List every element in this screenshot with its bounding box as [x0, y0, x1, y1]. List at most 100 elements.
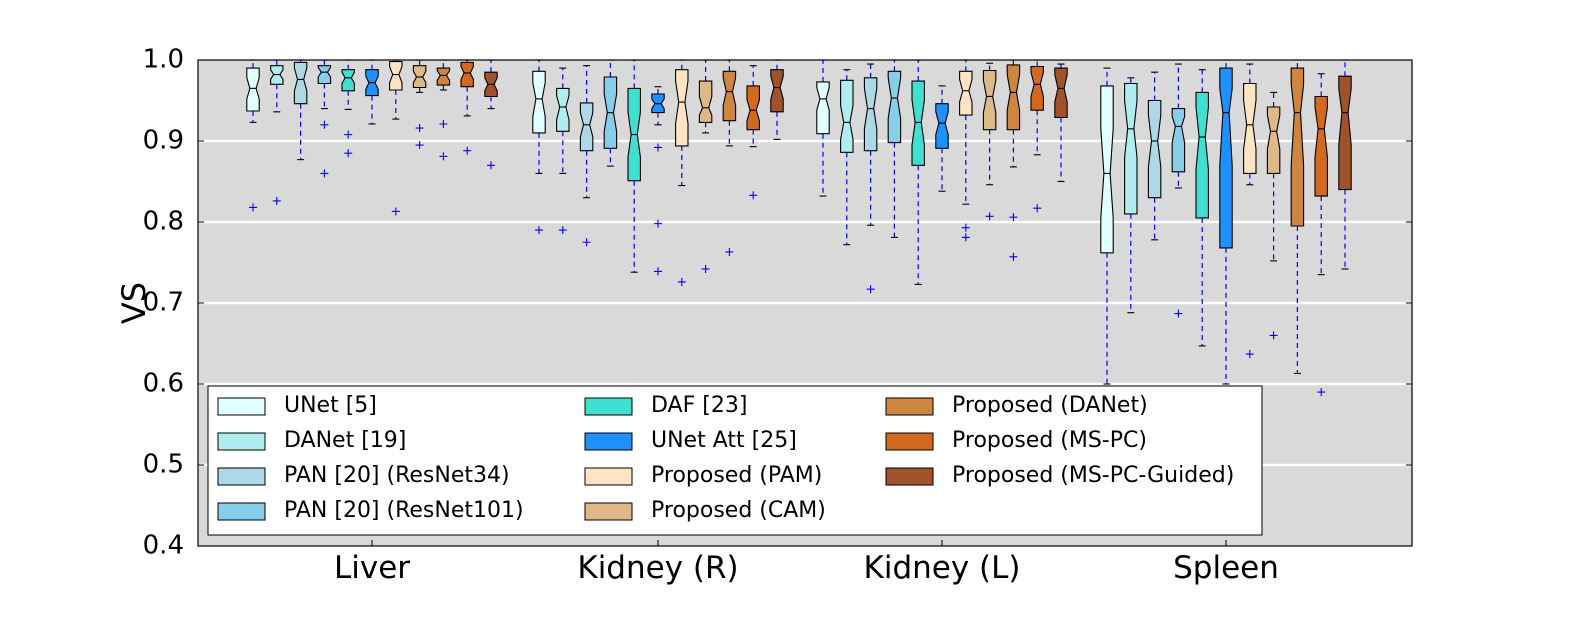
notched-box [935, 103, 949, 149]
x-axis-group-labels: Liver Kidney (R) Kidney (L) Spleen [334, 540, 1279, 586]
outlier-point [558, 226, 567, 235]
box-0-10 [484, 59, 498, 170]
legend-entry-label: DANet [19] [284, 428, 406, 453]
legend-swatch [584, 397, 633, 416]
notched-box [1290, 67, 1305, 227]
notched-box [722, 70, 737, 122]
box-2-8 [1006, 59, 1021, 261]
outlier-point [415, 124, 424, 133]
legend-entry-label: Proposed (DANet) [952, 393, 1148, 418]
notched-box [460, 61, 474, 88]
legend-entry-label: Proposed (PAM) [651, 463, 822, 488]
box-3-9 [1314, 73, 1328, 397]
box-3-2 [1147, 71, 1162, 241]
notched-box [579, 102, 594, 152]
notched-box [698, 80, 713, 123]
notched-box [556, 87, 570, 132]
outlier-point [272, 196, 281, 205]
notched-box [532, 70, 546, 134]
box-1-0 [532, 59, 546, 235]
legend-entry-label: DAF [23] [651, 393, 747, 418]
notched-box [1243, 82, 1257, 174]
box-1-6 [675, 59, 689, 286]
legend-swatch [885, 432, 934, 451]
notched-box [675, 69, 689, 147]
box-0-4 [341, 59, 355, 158]
legend-entry-label: UNet [5] [284, 393, 377, 418]
outlier-point [582, 238, 591, 247]
box-1-10 [770, 59, 784, 140]
box-0-1 [270, 59, 284, 205]
legend-frame [207, 385, 1263, 536]
notched-box [317, 65, 332, 85]
legend-entry-label: Proposed (CAM) [651, 498, 826, 523]
notched-box [911, 80, 925, 166]
box-3-6 [1243, 63, 1257, 359]
group-label-1: Kidney (R) [577, 550, 738, 586]
notched-box [341, 69, 355, 92]
box-2-0 [816, 59, 830, 197]
box-1-2 [579, 65, 594, 247]
outlier-point [463, 146, 472, 155]
box-3-0 [1100, 67, 1114, 385]
outlier-point [439, 119, 448, 128]
box-2-5 [935, 85, 949, 192]
box-2-10 [1054, 63, 1068, 183]
outlier-point [344, 130, 353, 139]
y-tick-label: 0.4 [143, 531, 184, 561]
outlier-point [1174, 309, 1183, 318]
box-2-2 [863, 63, 878, 294]
box-3-4 [1195, 69, 1209, 347]
y-tick-label: 0.6 [143, 369, 184, 399]
legend-swatch [217, 397, 266, 416]
outlier-point [1009, 213, 1018, 222]
notched-box [746, 85, 760, 131]
outlier-point [985, 212, 994, 221]
group-label-0: Liver [334, 550, 410, 586]
notched-box [246, 67, 260, 112]
outlier-point [320, 169, 329, 178]
box-3-3 [1171, 63, 1186, 318]
y-tick-label: 0.9 [143, 126, 184, 156]
box-2-4 [911, 59, 925, 285]
notched-box [770, 69, 784, 113]
box-2-9 [1030, 59, 1044, 213]
notched-box [1006, 64, 1021, 131]
outlier-point [654, 143, 662, 152]
box-1-5 [651, 86, 665, 276]
box-1-9 [746, 65, 760, 200]
notched-box [1171, 108, 1186, 173]
outlier-point [749, 191, 758, 200]
outlier-point [320, 120, 329, 129]
legend-swatch [885, 397, 934, 416]
outlier-point [1245, 350, 1254, 359]
outlier-point [654, 219, 662, 228]
y-axis-ticks: 0.4 0.5 0.6 0.7 0.8 0.9 1.0 [143, 45, 1412, 561]
outlier-point [961, 233, 970, 242]
box-0-9 [460, 59, 474, 155]
notched-box [816, 81, 830, 135]
legend-swatch [217, 502, 266, 521]
legend-swatch [217, 467, 266, 486]
boxes [246, 59, 1352, 397]
y-tick-label: 0.5 [143, 450, 184, 480]
y-tick-label: 0.8 [143, 207, 184, 237]
outlier-point [654, 267, 662, 276]
group-label-2: Kidney (L) [864, 550, 1021, 586]
notched-box [863, 77, 878, 152]
notched-box [959, 70, 973, 116]
outlier-point [391, 207, 400, 216]
box-0-0 [246, 59, 260, 212]
outlier-point [439, 152, 448, 161]
box-0-5 [365, 59, 379, 125]
outlier-point [866, 285, 875, 294]
y-tick-label: 0.7 [143, 288, 184, 318]
outlier-point [701, 264, 710, 273]
outlier-point [415, 141, 424, 150]
legend-swatch [217, 432, 266, 451]
box-0-8 [436, 59, 451, 161]
notched-box [840, 79, 854, 153]
box-2-1 [840, 69, 854, 246]
box-3-7 [1266, 91, 1281, 340]
